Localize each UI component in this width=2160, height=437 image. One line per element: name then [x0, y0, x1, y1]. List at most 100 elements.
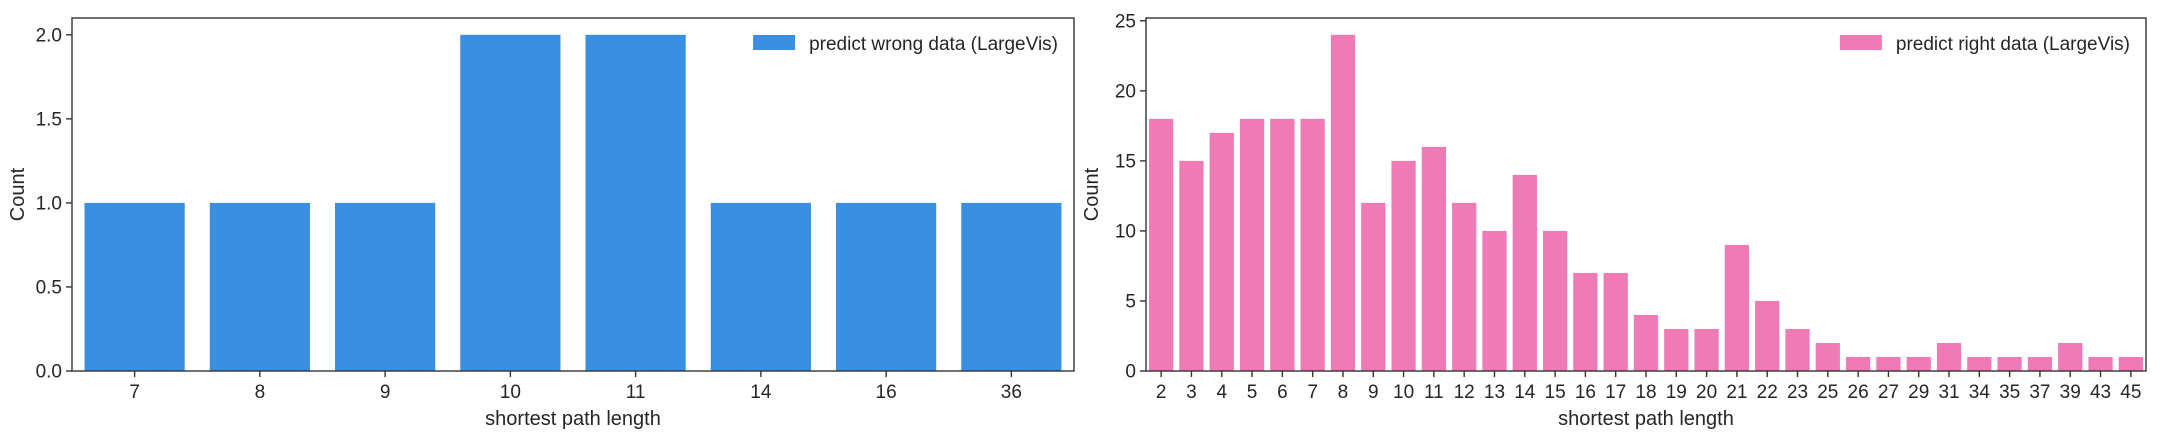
bar [335, 202, 436, 371]
x-tick-label: 16 [876, 382, 897, 403]
legend-label: predict wrong data (LargeVis) [809, 34, 1058, 55]
x-tick-label: 14 [1514, 382, 1536, 403]
bar [2088, 356, 2113, 371]
x-tick-label: 35 [1999, 382, 2020, 403]
x-axis-label: shortest path length [485, 408, 661, 430]
y-tick-label: 20 [1115, 81, 1136, 102]
bar [1694, 328, 1719, 371]
bar [1967, 356, 1992, 371]
x-tick-label: 17 [1605, 382, 1626, 403]
legend-label: predict right data (LargeVis) [1896, 34, 2130, 55]
bar [1906, 356, 1931, 371]
x-tick-label: 18 [1635, 382, 1656, 403]
x-tick-label: 6 [1277, 382, 1288, 403]
bar [1936, 342, 1962, 371]
legend: predict right data (LargeVis) [1839, 34, 2130, 55]
x-tick-label: 7 [1307, 382, 1318, 403]
x-tick-label: 4 [1216, 382, 1227, 403]
x-tick-label: 37 [2029, 382, 2050, 403]
bar [460, 34, 561, 372]
x-tick-label: 43 [2090, 382, 2111, 403]
y-tick-label: 1.5 [36, 109, 62, 130]
x-tick-label: 5 [1247, 382, 1258, 403]
bar [1482, 230, 1507, 371]
x-axis-label: shortest path length [1558, 408, 1734, 430]
bar [1573, 272, 1598, 371]
bar [1755, 300, 1780, 371]
chart-2: 2 3 4 5 6 7 8 9 10 11 12 13 14 15 16 17 18 19 20 21 22 23 25 26… [1081, 11, 2147, 430]
x-tick-label: 9 [1368, 382, 1379, 403]
bar [1300, 118, 1325, 371]
y-tick-label: 0.0 [36, 362, 62, 383]
bar [2118, 356, 2143, 371]
x-tick-label: 3 [1186, 382, 1197, 403]
x-tick-label: 12 [1454, 382, 1475, 403]
x-tick-label: 39 [2060, 382, 2081, 403]
bar [961, 202, 1062, 371]
x-tick-label: 10 [1393, 382, 1414, 403]
bar [2058, 342, 2083, 371]
x-tick-label: 8 [1338, 382, 1349, 403]
legend-swatch [1839, 35, 1882, 50]
x-tick-label: 29 [1908, 382, 1929, 403]
x-tick-label: 45 [2120, 382, 2141, 403]
x-tick-label: 15 [1545, 382, 1566, 403]
x-tick-label: 25 [1817, 382, 1838, 403]
bar [1270, 118, 1295, 371]
y-tick-label: 1.0 [36, 193, 62, 214]
x-tick-label: 14 [750, 382, 772, 403]
bar [1876, 356, 1901, 371]
x-tick-label: 20 [1696, 382, 1717, 403]
x-tick-label: 2 [1156, 382, 1167, 403]
x-tick-label: 8 [255, 382, 266, 403]
bar [84, 202, 185, 371]
bar [1785, 328, 1810, 371]
x-tick-label: 36 [1001, 382, 1022, 403]
x-tick-label: 9 [380, 382, 391, 403]
legend-swatch [753, 35, 796, 50]
bar [1997, 356, 2022, 371]
bar [1603, 272, 1628, 371]
x-tick-label: 16 [1575, 382, 1596, 403]
bar [1239, 118, 1265, 371]
x-tick-label: 11 [1424, 382, 1444, 403]
bar [209, 202, 310, 371]
y-tick-label: 15 [1115, 151, 1136, 172]
y-tick-label: 0 [1125, 362, 1136, 383]
bar [1209, 132, 1234, 371]
bar [1846, 356, 1871, 371]
x-tick-label: 31 [1938, 382, 1959, 403]
bar [1664, 328, 1689, 371]
y-tick-label: 10 [1115, 221, 1136, 242]
bar [1421, 146, 1446, 371]
y-axis-label: Count [7, 167, 29, 221]
x-tick-label: 7 [129, 382, 140, 403]
legend: predict wrong data (LargeVis) [753, 34, 1058, 55]
bar [1633, 314, 1659, 371]
x-tick-label: 11 [626, 382, 646, 403]
bar [1361, 202, 1386, 371]
bar [1452, 202, 1477, 371]
y-tick-label: 2.0 [36, 25, 62, 46]
bar [1724, 244, 1750, 371]
bar [1330, 34, 1356, 372]
x-tick-label: 27 [1878, 382, 1899, 403]
x-tick-label: 23 [1787, 382, 1808, 403]
bar [1179, 160, 1204, 371]
bar [710, 202, 811, 371]
bar [1542, 230, 1568, 371]
bar [2027, 356, 2053, 371]
y-tick-label: 25 [1115, 11, 1136, 32]
bar [585, 34, 686, 372]
x-tick-label: 26 [1848, 382, 1869, 403]
bar [836, 202, 937, 371]
y-axis-label: Count [1081, 167, 1103, 221]
plot-frame [71, 17, 1075, 372]
x-tick-label: 19 [1666, 382, 1687, 403]
bar [1815, 342, 1840, 371]
x-tick-label: 22 [1757, 382, 1778, 403]
bar [1149, 118, 1174, 371]
y-tick-label: 5 [1125, 291, 1136, 312]
